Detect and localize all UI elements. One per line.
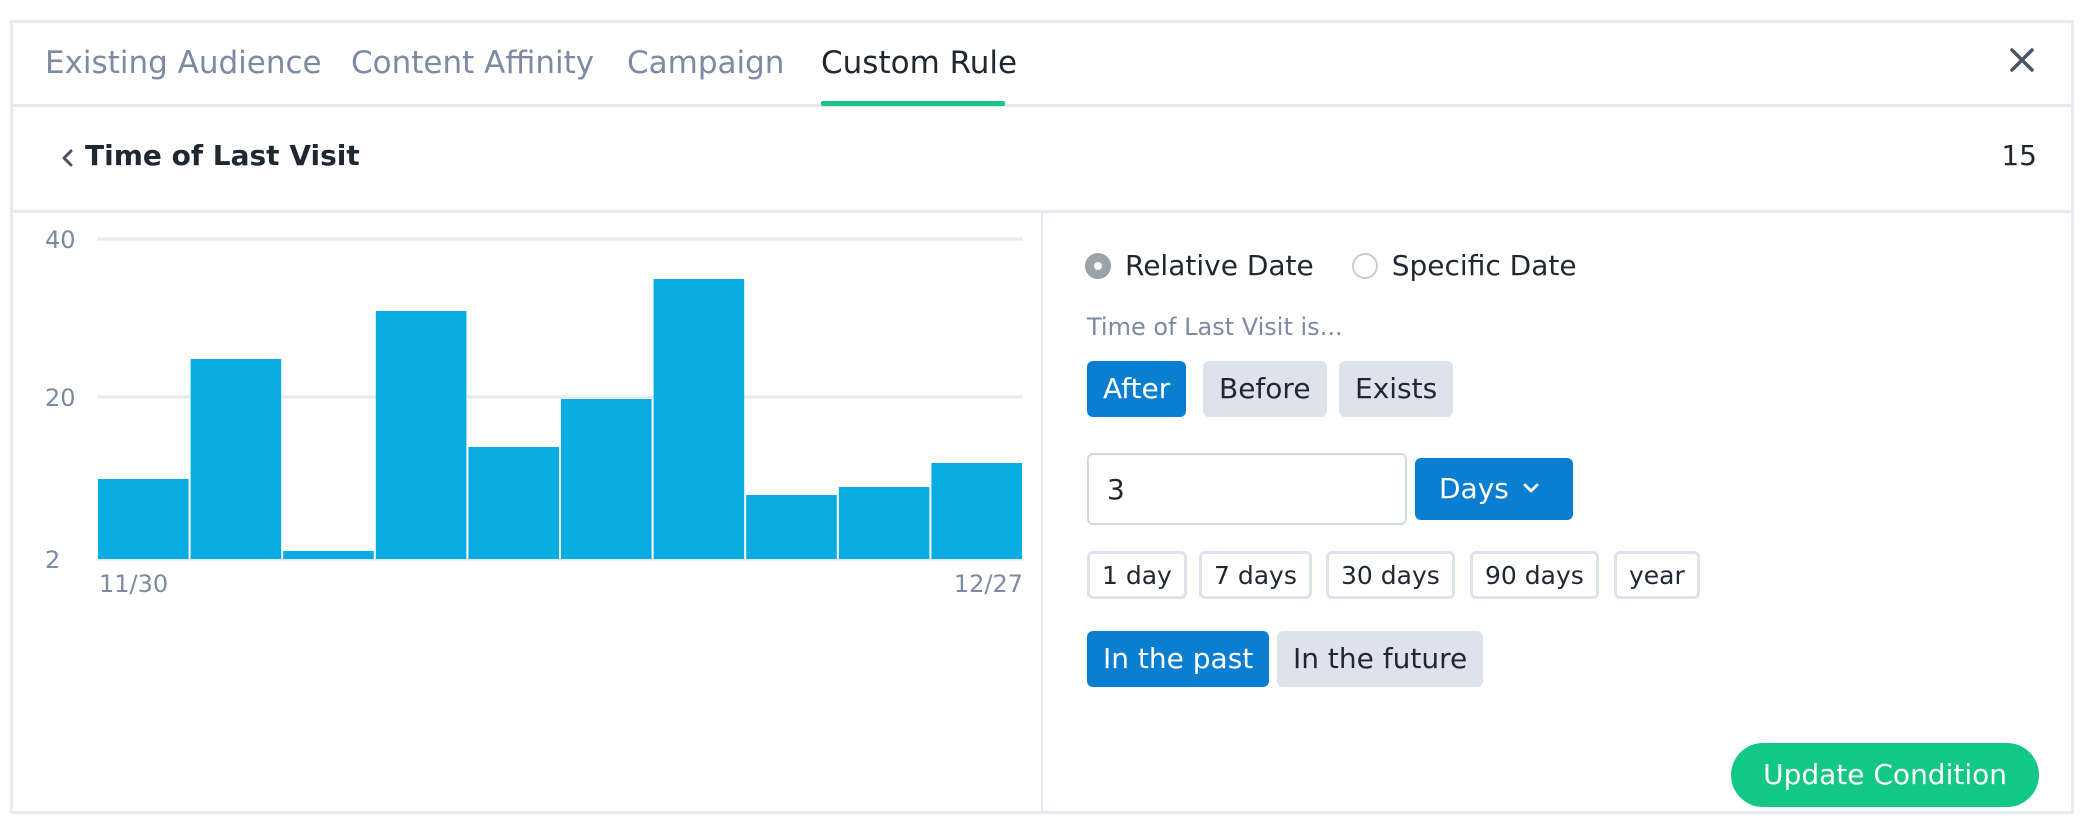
histogram-bar[interactable] — [283, 551, 374, 559]
amount-input[interactable] — [1087, 453, 1407, 525]
active-tab-indicator — [821, 101, 1005, 106]
radio-specific-date[interactable]: Specific Date — [1351, 249, 1577, 282]
histogram-bar[interactable] — [931, 463, 1022, 559]
unit-dropdown[interactable]: Days — [1415, 458, 1573, 520]
histogram-svg: 40 20 2 11/30 12/27 — [45, 226, 1023, 598]
y-tick-label: 20 — [45, 384, 76, 412]
in-the-future-button[interactable]: In the future — [1277, 631, 1484, 687]
exists-button[interactable]: Exists — [1339, 361, 1454, 417]
preset-7-days[interactable]: 7 days — [1199, 551, 1312, 599]
chevron-down-icon — [1523, 483, 1539, 493]
radio-relative-date[interactable]: Relative Date — [1085, 249, 1314, 282]
in-the-past-button[interactable]: In the past — [1087, 631, 1270, 687]
histogram-bar[interactable] — [838, 487, 930, 559]
rule-header: Time of Last Visit 15 — [13, 107, 2071, 213]
tab-custom-rule[interactable]: Custom Rule — [821, 45, 1018, 81]
rule-title: Time of Last Visit — [85, 139, 360, 172]
histogram-bar[interactable] — [468, 447, 559, 559]
condition-form: Relative Date Specific Date Time of Last… — [1043, 213, 2073, 813]
radio-unchecked-icon[interactable] — [1351, 252, 1378, 279]
x-end-label: 12/27 — [954, 570, 1023, 598]
preset-30-days[interactable]: 30 days — [1326, 551, 1455, 599]
histogram-bar[interactable] — [746, 495, 837, 559]
preset-90-days[interactable]: 90 days — [1470, 551, 1599, 599]
histogram-bar[interactable] — [653, 279, 745, 559]
tab-existing-audience[interactable]: Existing Audience — [45, 45, 322, 81]
y-tick-label: 2 — [45, 546, 60, 574]
x-start-label: 11/30 — [99, 570, 168, 598]
before-button[interactable]: Before — [1203, 361, 1327, 417]
radio-label: Relative Date — [1125, 249, 1314, 282]
histogram-bar[interactable] — [375, 311, 467, 559]
histogram-bar[interactable] — [98, 479, 189, 559]
custom-rule-panel: Existing Audience Content Affinity Campa… — [10, 20, 2074, 814]
update-condition-button[interactable]: Update Condition — [1731, 743, 2039, 807]
tab-content-affinity[interactable]: Content Affinity — [351, 45, 595, 81]
preset-year[interactable]: year — [1614, 551, 1700, 599]
after-button[interactable]: After — [1087, 361, 1187, 417]
y-tick-label: 40 — [45, 226, 76, 254]
audience-count: 15 — [2001, 139, 2037, 172]
preset-1-day[interactable]: 1 day — [1087, 551, 1187, 599]
histogram-bar[interactable] — [561, 399, 652, 559]
tab-campaign[interactable]: Campaign — [627, 45, 785, 81]
tab-bar: Existing Audience Content Affinity Campa… — [13, 23, 2071, 107]
date-type-radio-group: Relative Date Specific Date — [1085, 249, 1615, 282]
chevron-left-icon[interactable] — [57, 147, 79, 169]
radio-checked-icon[interactable] — [1085, 252, 1111, 279]
close-icon[interactable] — [2007, 45, 2037, 75]
histogram-chart: 40 20 2 11/30 12/27 — [13, 213, 1043, 813]
unit-selected-label: Days — [1439, 472, 1509, 505]
histogram-bar[interactable] — [190, 359, 282, 559]
condition-prompt: Time of Last Visit is... — [1087, 313, 1343, 341]
radio-label: Specific Date — [1391, 249, 1577, 282]
